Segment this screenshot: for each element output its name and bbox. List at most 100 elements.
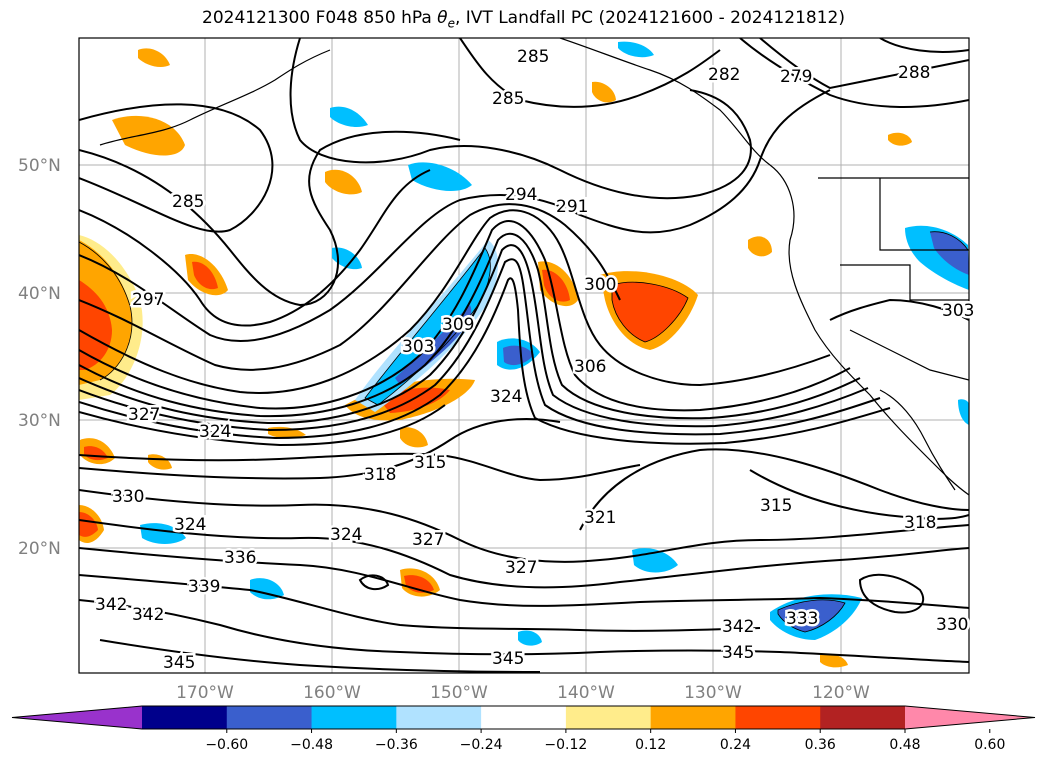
ivt-pos-g: [400, 427, 428, 448]
colorbar-swatch: [481, 706, 567, 729]
contour-label: 345: [492, 649, 524, 669]
contour-label: 303: [942, 301, 974, 321]
ivt-pos-c: [138, 48, 170, 68]
contour-label: 306: [574, 357, 606, 377]
contour-288: [79, 130, 461, 307]
colorbar-tick-label: 0.60: [974, 737, 1005, 753]
colorbar-tick-label: −0.60: [205, 737, 248, 753]
colorbar-outline: [11, 705, 1036, 730]
title-suffix: , IVT Landfall PC (2024121600 - 20241218…: [454, 8, 845, 28]
ivt-pos-a-core: [192, 261, 218, 290]
contour-label: 327: [128, 405, 160, 425]
contour-342: [79, 599, 969, 663]
contour-label: 330: [112, 487, 144, 507]
contour-label: 294: [505, 185, 537, 205]
contour-label: 342: [722, 617, 754, 637]
contour-label: 333: [786, 609, 818, 629]
ivt-outline-west: [79, 241, 133, 381]
contour-321: [579, 448, 969, 531]
contour-324: [79, 489, 969, 563]
ivt-outline-jet: [364, 247, 491, 406]
contour-327: [79, 519, 969, 589]
lon-label-160: 160°W: [303, 683, 361, 703]
contour-label: 321: [584, 508, 616, 528]
contour-label: 324: [174, 515, 206, 535]
contour-345: [99, 639, 541, 673]
ivt-pos-e-core: [612, 282, 688, 342]
longitude-labels: 170°W 160°W 150°W 140°W 130°W 120°W: [176, 683, 870, 703]
contour-label: 342: [95, 595, 127, 615]
border-states-b: [840, 264, 969, 301]
ivt-pos-m: [748, 236, 772, 257]
ivt-neg-c: [332, 247, 362, 270]
colorbar-swatch: [565, 706, 652, 729]
contour-label: 345: [722, 643, 754, 663]
contour-label: 318: [904, 513, 936, 533]
contour-285-center: [289, 38, 752, 200]
contour-288-ne: [879, 38, 969, 53]
latitude-labels: 50°N 40°N 30°N 20°N: [18, 156, 61, 559]
coast-north-america: [559, 38, 969, 496]
contour-label: 345: [163, 653, 195, 673]
contour-297: [79, 203, 621, 371]
colorbar-tick-label: 0.24: [720, 737, 751, 753]
colorbar: −0.60 −0.48 −0.36 −0.24 −0.12 0.12 0.24 0.36 0.4…: [11, 705, 1036, 753]
colorbar-tick-label: 0.12: [635, 737, 666, 753]
title-prefix: 2024121300 F048 850 hPa: [202, 8, 438, 28]
colorbar-swatch: [820, 706, 906, 729]
lon-label-130: 130°W: [684, 683, 742, 703]
ivt-pos-i-core: [79, 512, 98, 537]
lon-label-120: 120°W: [812, 683, 870, 703]
title-theta: θe: [437, 8, 455, 31]
ivt-neg-e-core: [778, 599, 845, 632]
lat-label-30: 30°N: [18, 411, 61, 431]
contour-318-jet: [79, 404, 446, 447]
contour-279: [759, 38, 969, 90]
ivt-pos-b: [325, 169, 362, 195]
colorbar-swatch: [735, 706, 821, 729]
contour-285-north: [459, 38, 721, 108]
contour-loop-a: [358, 574, 390, 591]
contour-285-west: [79, 103, 274, 233]
lat-label-50: 50°N: [18, 156, 61, 176]
contour-label: 315: [760, 496, 792, 516]
coastlines: [99, 38, 969, 496]
contour-label: 297: [132, 290, 164, 310]
lat-label-40: 40°N: [18, 284, 61, 304]
contour-label: 342: [132, 605, 164, 625]
theta-e-contours: [79, 38, 969, 673]
contour-label: 288: [898, 63, 930, 83]
ivt-outline-southeast: [777, 599, 846, 633]
ivt-outline-e: [611, 281, 689, 343]
colorbar-swatch: [226, 706, 313, 729]
ivt-neg-j: [518, 630, 542, 646]
contour-label: 303: [402, 337, 434, 357]
contour-label: 282: [708, 65, 740, 85]
colorbar-tick-label: −0.12: [544, 737, 587, 753]
contour-labels: 285 285 282 279 288 285 294 291 297 303 …: [93, 45, 977, 676]
contour-label: 330: [936, 615, 968, 635]
colorbar-tick-label: −0.36: [375, 737, 418, 753]
ivt-pos-o: [820, 654, 848, 668]
colorbar-tick-label: −0.48: [290, 737, 333, 753]
colorbar-tick-label: 0.48: [889, 737, 920, 753]
ivt-pos-l: [592, 81, 616, 103]
contour-label: 324: [199, 422, 231, 442]
contour-303-east: [829, 298, 969, 321]
colorbar-tick-label: 0.36: [805, 737, 836, 753]
colorbar-swatch: [311, 706, 397, 729]
ivt-pos-p: [888, 132, 912, 146]
lon-label-150: 150°W: [430, 683, 488, 703]
contour-label: 339: [188, 577, 220, 597]
ivt-neg-f-core: [930, 231, 969, 275]
colorbar-swatch: [142, 706, 228, 729]
contour-291-west: [79, 169, 431, 327]
contour-312: [79, 258, 881, 436]
contour-300: [79, 209, 831, 394]
contour-318-east: [749, 469, 969, 520]
ivt-neg-b: [330, 106, 368, 128]
contour-loop-b: [858, 573, 925, 614]
contour-label: 327: [412, 530, 444, 550]
contour-330: [79, 547, 969, 609]
